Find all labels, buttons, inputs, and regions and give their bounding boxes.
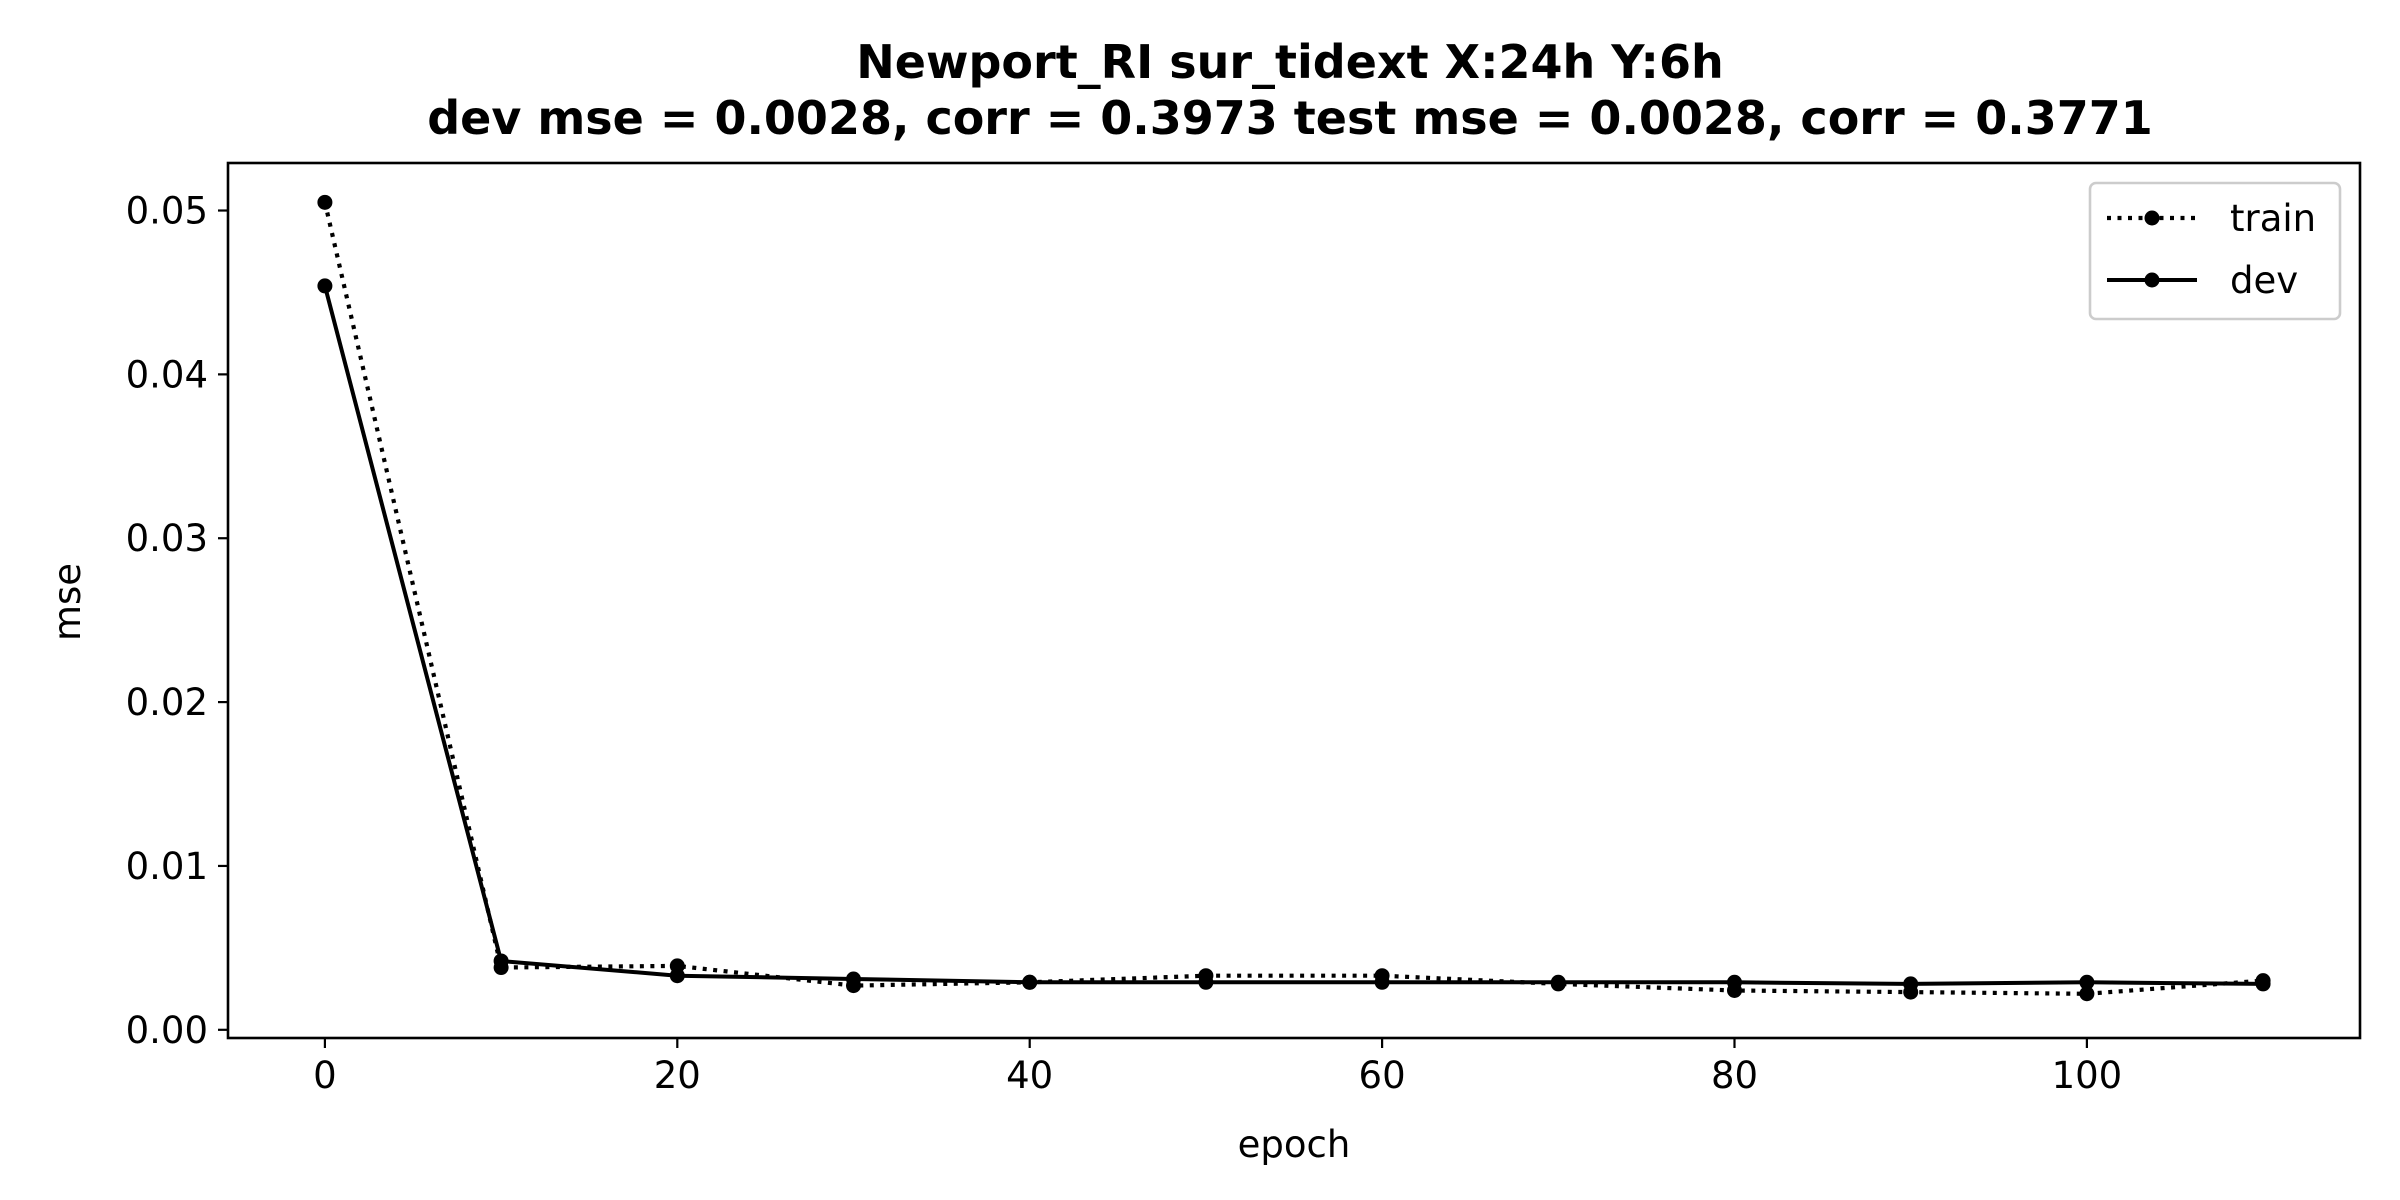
y-tick-label: 0.01 xyxy=(126,845,208,888)
data-point-dev xyxy=(846,971,862,987)
data-point-dev xyxy=(2255,976,2271,992)
data-point-dev xyxy=(1198,974,1214,990)
x-tick-label: 60 xyxy=(1359,1054,1406,1097)
x-axis-label: epoch xyxy=(1238,1123,1351,1166)
data-point-train xyxy=(2079,986,2095,1002)
legend-label-train: train xyxy=(2230,197,2316,240)
data-point-dev xyxy=(1022,974,1038,990)
y-tick-label: 0.02 xyxy=(126,681,208,724)
y-tick-label: 0.00 xyxy=(126,1009,208,1052)
ticks-layer: 0 20 40 60 80 100 0.00 0.01 0.02 0.03 0.04 0.05 xyxy=(126,190,2123,1097)
y-tick-label: 0.04 xyxy=(126,353,208,396)
legend-marker-dev xyxy=(2144,272,2160,288)
x-tick-label: 40 xyxy=(1006,1054,1053,1097)
data-point-train xyxy=(317,194,333,210)
series-layer xyxy=(317,194,2271,1002)
chart-subtitle: dev mse = 0.0028, corr = 0.3973 test mse… xyxy=(427,91,2153,145)
legend-marker-train xyxy=(2144,210,2160,226)
x-tick-label: 100 xyxy=(2052,1054,2123,1097)
data-point-dev xyxy=(1374,974,1390,990)
x-tick-label: 80 xyxy=(1711,1054,1758,1097)
data-point-dev xyxy=(1550,974,1566,990)
legend: train dev xyxy=(2088,181,2342,321)
plot-frame xyxy=(226,161,2362,1040)
y-tick-label: 0.05 xyxy=(126,190,208,233)
x-tick-label: 20 xyxy=(654,1054,701,1097)
data-point-dev xyxy=(1726,974,1742,990)
data-point-dev xyxy=(1903,976,1919,992)
y-axis-label: mse xyxy=(46,563,89,641)
legend-label-dev: dev xyxy=(2230,259,2298,302)
data-point-dev xyxy=(493,953,509,969)
series-line-dev xyxy=(322,285,2264,986)
data-point-dev xyxy=(2079,974,2095,990)
data-point-dev xyxy=(669,968,685,984)
legend-items: train dev xyxy=(2107,197,2316,302)
chart-title: Newport_RI sur_tidext X:24h Y:6h xyxy=(856,35,1723,89)
data-point-dev xyxy=(317,278,333,294)
x-tick-label: 0 xyxy=(313,1054,337,1097)
y-tick-label: 0.03 xyxy=(126,517,208,560)
